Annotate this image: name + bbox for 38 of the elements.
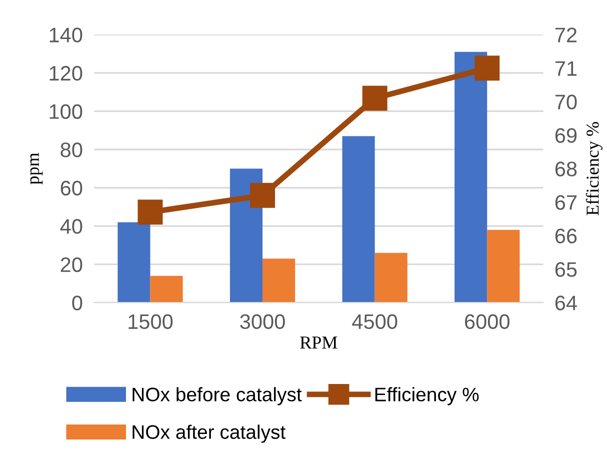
- y-tick-label: 60: [60, 180, 82, 196]
- bar: [262, 258, 296, 303]
- y-tick-label: 100: [50, 104, 82, 119]
- y2-tick-label: 71: [555, 61, 577, 76]
- y2-tick-label: 68: [555, 162, 577, 176]
- y2-tick-label: 69: [555, 128, 577, 143]
- x-tick-label: 6000: [465, 314, 510, 330]
- x-axis-title: RPM: [300, 336, 338, 348]
- y-tick-label: 80: [60, 142, 82, 158]
- y2-tick-label: 72: [555, 28, 577, 42]
- bar: [118, 222, 150, 303]
- point: [138, 200, 163, 225]
- y-tick-label: 40: [60, 219, 82, 234]
- legend-label: NOx before catalyst: [132, 387, 302, 406]
- bar: [374, 252, 408, 303]
- point: [474, 56, 500, 81]
- y2-axis-title: Efficiency %: [586, 122, 602, 216]
- bar: [342, 136, 375, 303]
- y-tick-label: 140: [50, 28, 82, 42]
- y2-tick-label: 65: [555, 262, 577, 277]
- bar: [454, 52, 488, 303]
- y-tick-label: 120: [50, 66, 82, 81]
- legend-label: NOx after catalyst: [132, 424, 286, 443]
- y2-tick-label: 70: [555, 94, 577, 110]
- bar: [150, 276, 183, 303]
- point: [362, 86, 388, 111]
- x-tick-label: 4500: [352, 314, 398, 330]
- bar: [487, 230, 520, 303]
- y2-tick-label: 64: [555, 296, 577, 310]
- x-tick-label: 3000: [240, 314, 285, 330]
- x-tick-label: 1500: [128, 314, 173, 330]
- point: [250, 182, 276, 208]
- y2-tick-label: 67: [555, 195, 577, 210]
- y-tick-label: 20: [60, 257, 82, 272]
- legend-label: Efficiency %: [375, 387, 479, 406]
- y-tick-label: 0: [72, 296, 82, 310]
- y-axis-title: ppm: [30, 152, 43, 184]
- y2-tick-label: 66: [555, 228, 577, 244]
